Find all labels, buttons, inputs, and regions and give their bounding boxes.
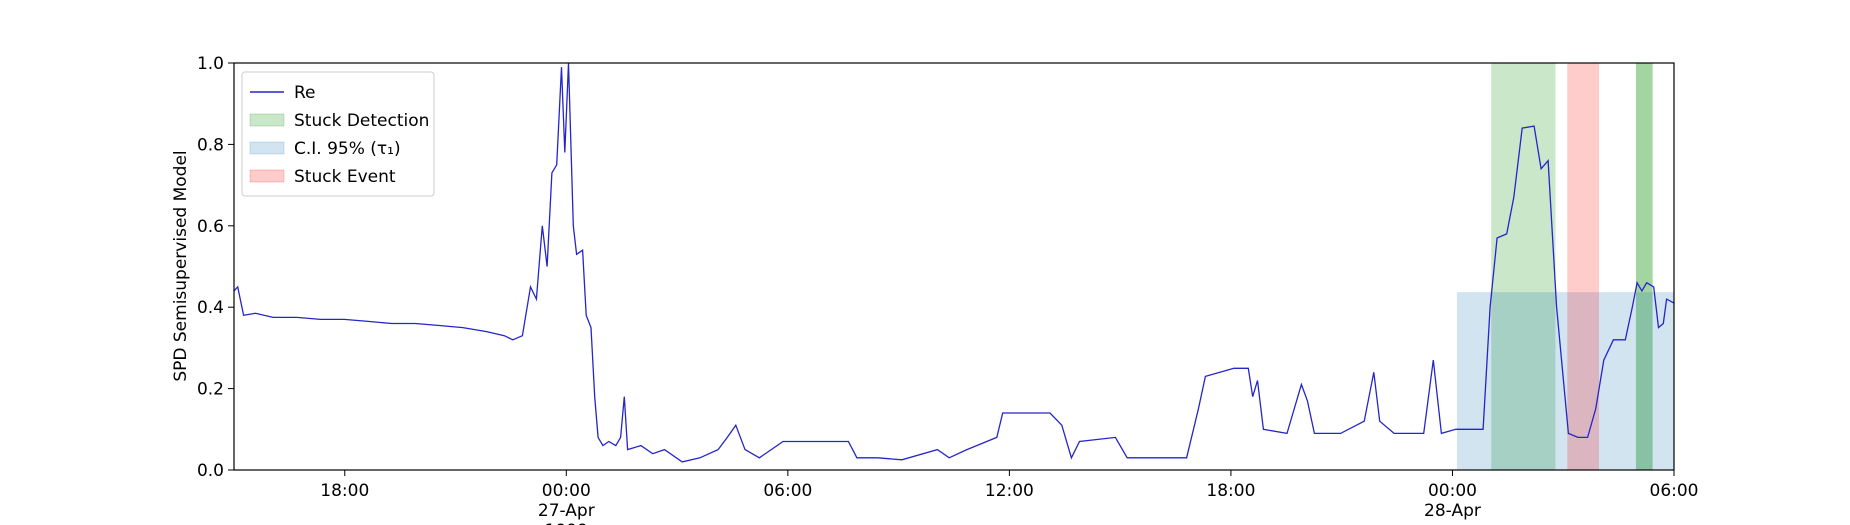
legend	[241, 71, 435, 197]
y-tick-label: 1.0	[197, 54, 224, 74]
y-tick-label: 0.2	[197, 380, 224, 400]
band	[1635, 63, 1653, 470]
x-tick-label: 06:00	[763, 481, 812, 501]
legend-label: Stuck Event	[294, 167, 396, 187]
y-tick-label: 0.4	[197, 298, 224, 318]
legend-swatch	[249, 113, 285, 127]
line	[233, 62, 1675, 463]
y-tick-label: 0.0	[197, 461, 224, 481]
x-tick-label: 00:00 28-Apr	[1424, 481, 1481, 521]
x-tick-label: 18:00	[1206, 481, 1255, 501]
legend-label: C.I. 95% (τ₁)	[294, 139, 401, 159]
y-tick-label: 0.8	[197, 135, 224, 155]
x-tick-label: 06:00	[1650, 481, 1699, 501]
band	[1567, 63, 1600, 470]
legend-label: Stuck Detection	[294, 111, 429, 131]
y-tick-label: 0.6	[197, 217, 224, 237]
x-tick-label: 18:00	[320, 481, 369, 501]
legend-swatch	[249, 169, 285, 183]
y-axis-label: SPD Semisupervised Model	[171, 150, 191, 381]
legend-label: Re	[294, 83, 316, 103]
band	[1491, 63, 1556, 470]
band	[1456, 292, 1674, 470]
x-tick-label: 12:00	[985, 481, 1034, 501]
band	[1635, 63, 1653, 470]
legend-swatch	[249, 141, 285, 155]
axes-frame	[233, 62, 1675, 471]
